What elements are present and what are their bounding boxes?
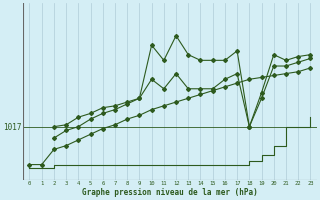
X-axis label: Graphe pression niveau de la mer (hPa): Graphe pression niveau de la mer (hPa) xyxy=(82,188,258,197)
